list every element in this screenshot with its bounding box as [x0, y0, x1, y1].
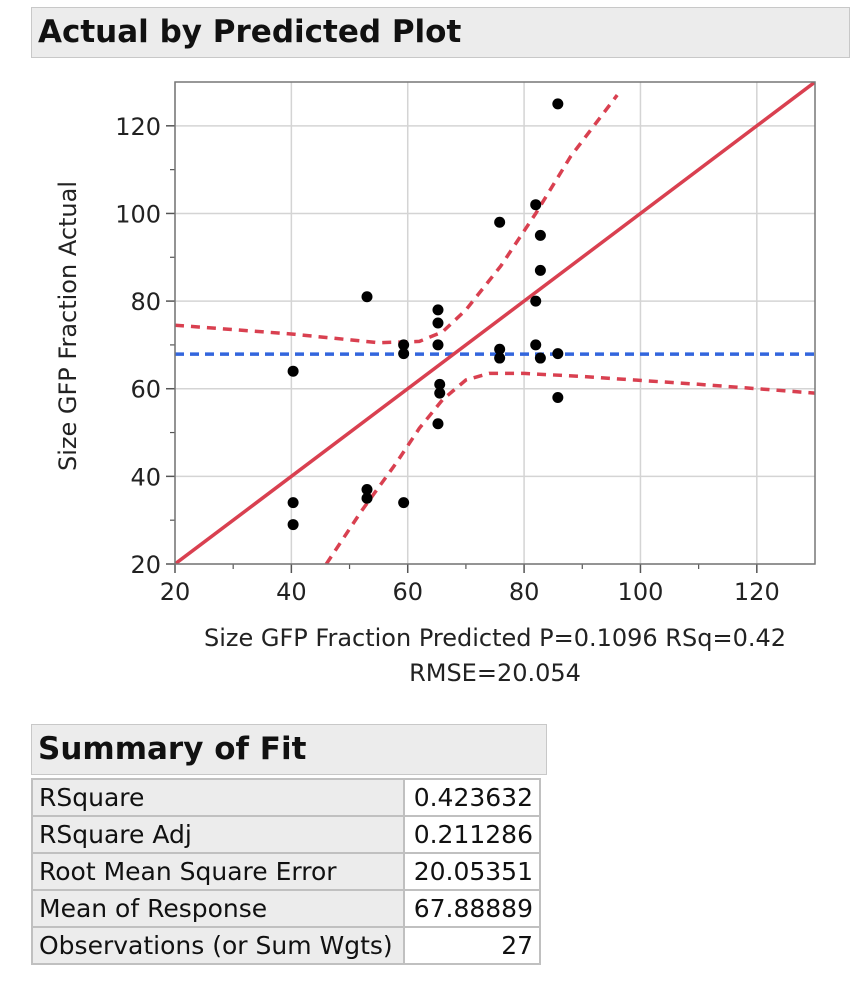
fit-label: RSquare [31, 778, 405, 817]
table-row: Root Mean Square Error 20.05351 [31, 852, 541, 891]
data-point [552, 348, 564, 360]
table-row: RSquare 0.423632 [31, 778, 541, 817]
fit-line [175, 82, 815, 564]
summary-of-fit-header[interactable]: Summary of Fit [31, 724, 547, 775]
data-point [432, 339, 444, 351]
data-point [530, 295, 542, 307]
x-tick-label: 120 [734, 578, 780, 606]
fit-value: 0.423632 [403, 778, 541, 817]
fit-label: RSquare Adj [31, 815, 405, 854]
fit-label: Root Mean Square Error [31, 852, 405, 891]
data-point [432, 317, 444, 329]
data-point [530, 199, 542, 211]
y-tick-label: 20 [130, 551, 161, 579]
data-point [398, 339, 410, 351]
table-row: RSquare Adj 0.211286 [31, 815, 541, 854]
plot-area [175, 82, 815, 564]
x-tick-label: 60 [392, 578, 423, 606]
x-tick-label: 80 [509, 578, 540, 606]
data-point [432, 304, 444, 316]
y-tick-label: 120 [115, 113, 161, 141]
data-point [534, 352, 546, 364]
table-row: Mean of Response 67.88889 [31, 889, 541, 928]
plot-frame [174, 81, 816, 565]
data-point [361, 291, 373, 303]
data-point [534, 229, 546, 241]
summary-of-fit-table: RSquare 0.423632 RSquare Adj 0.211286 Ro… [31, 778, 541, 965]
y-tick-label: 40 [130, 463, 161, 491]
data-point [552, 391, 564, 403]
fit-value: 20.05351 [403, 852, 541, 891]
x-tick-label: 20 [160, 578, 191, 606]
plot-panel-title: Actual by Predicted Plot [38, 14, 462, 50]
data-point [434, 387, 446, 399]
data-point [434, 378, 446, 390]
fit-value: 67.88889 [403, 889, 541, 928]
y-tick-label: 80 [130, 288, 161, 316]
fit-value: 0.211286 [403, 815, 541, 854]
plot-panel-header[interactable]: Actual by Predicted Plot [31, 7, 850, 58]
confidence-curve-lower [324, 371, 815, 564]
data-point [287, 519, 299, 531]
actual-by-predicted-chart: 20 40 60 80 100 120 20 40 60 80 100 120 Size GFP Fra… [54, 81, 816, 687]
data-point [534, 264, 546, 276]
fit-label: Observations (or Sum Wgts) [31, 926, 405, 965]
x-tick-label: 40 [276, 578, 307, 606]
data-point [530, 339, 542, 351]
data-point [287, 365, 299, 377]
data-point [398, 497, 410, 509]
data-point [361, 492, 373, 504]
y-axis-label: Size GFP Fraction Actual [54, 181, 82, 471]
fit-label: Mean of Response [31, 889, 405, 928]
data-point [398, 348, 410, 360]
data-point [552, 98, 564, 110]
data-point [287, 497, 299, 509]
data-point [494, 216, 506, 228]
data-point [432, 418, 444, 430]
y-tick-label: 60 [130, 376, 161, 404]
data-point [494, 352, 506, 364]
table-row: Observations (or Sum Wgts) 27 [31, 926, 541, 965]
data-point [494, 343, 506, 355]
summary-of-fit-title: Summary of Fit [38, 731, 307, 767]
y-tick-label: 100 [115, 200, 161, 228]
confidence-curve-upper [175, 94, 619, 345]
fit-value: 27 [403, 926, 541, 965]
x-axis-label-line2: RMSE=20.054 [409, 659, 581, 687]
x-tick-label: 100 [618, 578, 664, 606]
x-axis-label: Size GFP Fraction Predicted P=0.1096 RSq… [204, 624, 786, 652]
data-point [361, 484, 373, 496]
